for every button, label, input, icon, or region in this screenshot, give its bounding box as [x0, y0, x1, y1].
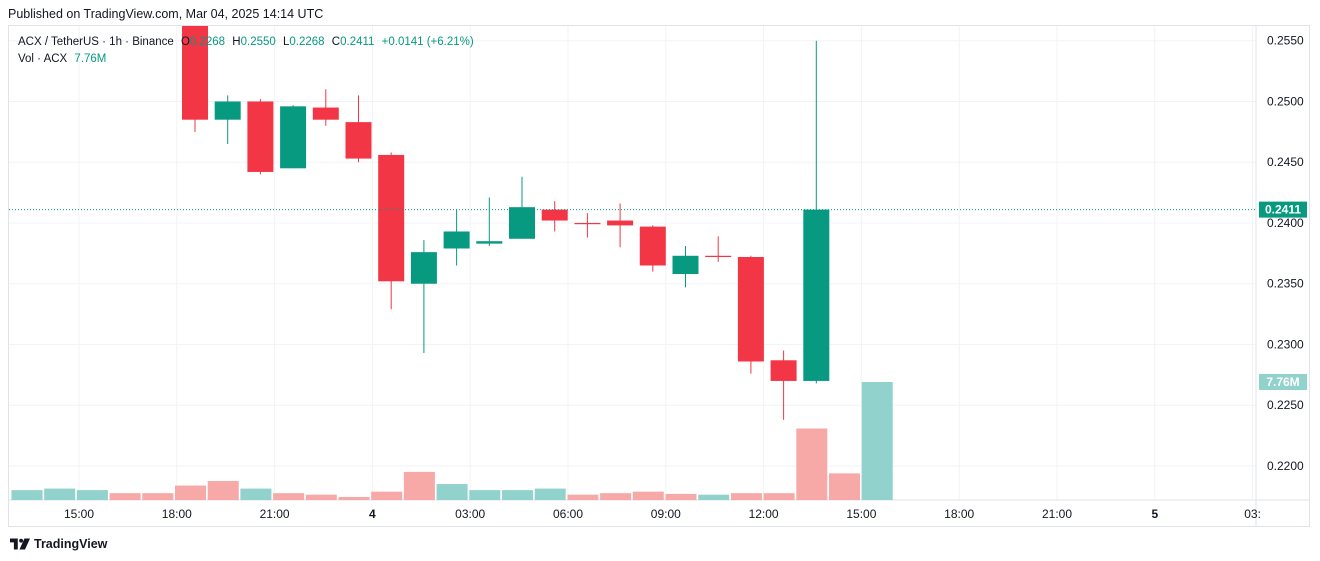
- high-value: 0.2550: [240, 36, 276, 48]
- candle-body: [378, 154, 405, 282]
- volume-bar: [436, 484, 468, 500]
- candle-body: [312, 107, 339, 120]
- volume-bar: [632, 491, 664, 500]
- volume-bar: [567, 494, 599, 500]
- tradingview-footer[interactable]: TradingView: [10, 537, 107, 551]
- chart-frame[interactable]: 0.2550 0.2500 0.2450 0.2400 0.2350 0.2300 0.22…: [8, 25, 1310, 527]
- price-tick-label: 0.2200: [1267, 459, 1304, 473]
- candle-body: [574, 222, 601, 225]
- volume-bar: [600, 493, 632, 500]
- volume-value: 7.76M: [74, 53, 107, 65]
- time-tick-label: 03:00: [455, 507, 485, 521]
- time-tick-label: 12:00: [749, 507, 779, 521]
- candles: [182, 26, 830, 420]
- volume-bar: [175, 485, 206, 500]
- time-tick-label: 03:: [1244, 507, 1261, 521]
- volume-bar: [763, 493, 795, 500]
- volume-bar: [44, 488, 76, 500]
- candle-body: [182, 26, 208, 120]
- candle-body: [345, 122, 372, 159]
- candle-body: [705, 255, 732, 257]
- price-tick-label: 0.2300: [1267, 337, 1304, 351]
- price-tick-label: 0.2450: [1267, 155, 1304, 169]
- volume-bar: [829, 473, 860, 500]
- price-tick-label: 0.2250: [1267, 398, 1304, 412]
- candle-body: [443, 231, 470, 249]
- open-label: O: [180, 36, 190, 48]
- volume-bar: [76, 490, 108, 500]
- brand-label: TradingView: [34, 537, 108, 551]
- volume-bar: [142, 493, 174, 500]
- low-value: 0.2268: [289, 36, 325, 48]
- time-tick-label: 18:00: [162, 507, 192, 521]
- symbol-label[interactable]: ACX / TetherUS · 1h · Binance: [18, 36, 174, 48]
- volume-bar: [207, 480, 239, 500]
- volume-bar: [371, 491, 403, 500]
- high-label: H: [232, 36, 241, 48]
- candle-body: [541, 209, 568, 221]
- time-tick-label: 21:00: [260, 507, 290, 521]
- volume-bar: [469, 490, 501, 500]
- volume-bars: [11, 382, 893, 500]
- candle-body: [410, 252, 437, 284]
- volume-bar: [861, 382, 893, 500]
- published-header: Published on TradingView.com, Mar 04, 20…: [8, 7, 324, 21]
- volume-bar: [534, 488, 566, 500]
- volume-bar: [338, 496, 370, 500]
- volume-bar: [403, 471, 435, 500]
- time-tick-label: 15:00: [64, 507, 94, 521]
- plot-area: [11, 26, 893, 500]
- time-tick-label: 4: [369, 507, 376, 521]
- price-tick-label: 0.2550: [1267, 34, 1304, 48]
- time-tick-label: 5: [1151, 507, 1158, 521]
- price-tick-label: 0.2350: [1267, 277, 1304, 291]
- ohlc-legend-row: ACX / TetherUS · 1h · Binance O0.2268 H0…: [18, 34, 474, 51]
- time-tick-label: 18:00: [944, 507, 974, 521]
- volume-bar: [730, 493, 762, 500]
- volume-bar: [698, 494, 730, 500]
- candle-body: [639, 226, 666, 266]
- candle-body: [214, 101, 241, 120]
- tradingview-logo-icon: [10, 538, 30, 550]
- volume-bar: [665, 493, 697, 500]
- volume-bar: [11, 490, 43, 500]
- candle-body: [247, 101, 274, 172]
- candle-body: [607, 220, 634, 226]
- price-tick-label: 0.2500: [1267, 94, 1304, 108]
- volume-bar: [502, 490, 533, 500]
- price-tick-label: 0.2400: [1267, 216, 1304, 230]
- candle-body: [476, 241, 503, 244]
- volume-bar: [796, 428, 828, 500]
- grid-lines: [9, 26, 1256, 500]
- volume-bar: [273, 493, 305, 500]
- last-volume-tag: [1259, 374, 1307, 390]
- low-label: L: [283, 36, 290, 48]
- volume-bar: [109, 493, 141, 500]
- close-value: 0.2411: [340, 36, 375, 48]
- change-value: +0.0141 (+6.21%): [381, 36, 474, 48]
- time-tick-label: 21:00: [1042, 507, 1072, 521]
- last-volume-label: 7.76M: [1266, 375, 1299, 389]
- close-label: C: [331, 36, 341, 48]
- candle-body: [280, 106, 307, 169]
- volume-label[interactable]: Vol · ACX: [18, 53, 68, 65]
- candle-body: [803, 209, 830, 381]
- last-price-label: 0.2411: [1265, 203, 1301, 217]
- open-value: 0.2268: [189, 36, 226, 48]
- candle-body: [672, 255, 699, 275]
- candlestick-chart[interactable]: 0.2550 0.2500 0.2450 0.2400 0.2350 0.2300 0.22…: [9, 26, 1309, 526]
- time-tick-label: 15:00: [846, 507, 876, 521]
- time-tick-label: 09:00: [651, 507, 681, 521]
- candle-body: [509, 207, 535, 239]
- volume-bar: [240, 488, 272, 500]
- candle-body: [737, 256, 764, 362]
- volume-bar: [305, 494, 337, 500]
- volume-legend-row: Vol · ACX 7.76M: [18, 51, 474, 68]
- chart-legend: ACX / TetherUS · 1h · Binance O0.2268 H0…: [18, 34, 474, 68]
- last-price-tag: [1259, 201, 1307, 218]
- time-tick-label: 06:00: [553, 507, 583, 521]
- candle-body: [770, 360, 797, 381]
